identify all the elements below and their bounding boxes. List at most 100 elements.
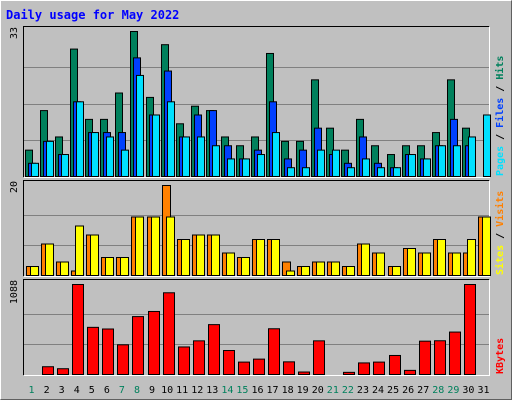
- bars: [42, 284, 476, 376]
- bar-kbytes-day-15: [238, 361, 250, 376]
- bar-pages-day-10: [167, 101, 175, 177]
- bar-sites-day-24: [376, 252, 385, 276]
- bars: [25, 31, 491, 178]
- bar-pages-day-20: [317, 149, 325, 178]
- panel-border-dark: [23, 26, 490, 178]
- x-tick-label-day-9: 9: [149, 385, 155, 396]
- bar-sites-day-5: [90, 234, 99, 276]
- bar-pages-day-26: [408, 154, 416, 177]
- bar-kbytes-day-10: [163, 292, 175, 376]
- x-tick-label-day-12: 12: [191, 385, 203, 396]
- bar-kbytes-day-24: [373, 361, 385, 376]
- bar-kbytes-day-3: [57, 368, 69, 376]
- bar-pages-day-1: [31, 162, 39, 177]
- bar-kbytes-day-20: [313, 340, 325, 376]
- bar-kbytes-day-25: [389, 354, 401, 376]
- bar-pages-day-29: [453, 145, 461, 178]
- bar-pages-day-8: [136, 74, 144, 177]
- panel-kbytes: 1088 KBytes: [9, 279, 506, 376]
- bar-sites-day-19: [301, 266, 310, 276]
- bar-sites-day-17: [271, 239, 280, 276]
- x-tick-label-day-20: 20: [312, 385, 324, 396]
- x-tick-label-day-24: 24: [372, 385, 384, 396]
- x-tick-label-day-31: 31: [477, 385, 489, 396]
- y-axis-max-label: 1088: [9, 280, 20, 304]
- bar-kbytes-day-4: [72, 284, 84, 375]
- bar-sites-day-22: [346, 266, 355, 276]
- bar-sites-day-15: [241, 257, 250, 276]
- bar-pages-day-15: [242, 158, 250, 177]
- bar-pages-day-13: [212, 145, 220, 178]
- x-tick-label-day-28: 28: [432, 385, 444, 396]
- chart-panels: 33 Pages / Files / Hits 20 Sites / Visits 10…: [9, 26, 506, 376]
- bar-kbytes-day-6: [102, 328, 114, 375]
- bar-pages-day-3: [61, 154, 69, 177]
- bar-sites-day-10: [166, 216, 175, 276]
- bar-pages-day-24: [377, 167, 385, 178]
- legend-text: Pages / Files / Hits: [494, 56, 506, 176]
- bar-pages-day-27: [423, 158, 431, 177]
- x-tick-label-day-5: 5: [89, 385, 95, 396]
- panel-border-dark: [23, 180, 490, 277]
- legend-entry: /: [495, 227, 506, 245]
- x-tick-label-day-8: 8: [134, 385, 140, 396]
- bar-pages-day-4: [76, 101, 84, 177]
- bar-sites-day-6: [105, 257, 114, 276]
- bar-pages-day-25: [393, 167, 401, 178]
- bar-sites-day-16: [256, 239, 265, 276]
- bar-sites-day-14: [226, 252, 235, 276]
- bar-kbytes-day-11: [178, 346, 190, 375]
- bar-kbytes-day-12: [193, 340, 205, 376]
- bar-kbytes-day-29: [449, 331, 461, 375]
- bar-kbytes-day-9: [148, 310, 160, 376]
- legend-entry: /: [495, 128, 506, 146]
- bar-pages-day-7: [121, 149, 129, 178]
- bar-pages-day-11: [182, 136, 190, 177]
- x-tick-label-day-17: 17: [267, 385, 279, 396]
- bar-sites-day-8: [135, 216, 144, 276]
- legend-text: Sites / Visits: [494, 191, 506, 275]
- bar-pages-day-21: [332, 149, 340, 178]
- bar-pages-day-5: [91, 132, 99, 177]
- x-tick-label-day-6: 6: [104, 385, 110, 396]
- bar-sites-day-26: [407, 248, 416, 276]
- legend-entry: Sites: [494, 245, 506, 275]
- bar-sites-day-12: [196, 234, 205, 276]
- bar-pages-day-9: [152, 114, 160, 177]
- x-tick-label-day-18: 18: [282, 385, 294, 396]
- x-tick-label-day-15: 15: [236, 385, 248, 396]
- legend-entry: Files: [494, 98, 506, 128]
- bar-kbytes-day-5: [87, 326, 99, 376]
- bar-sites-day-18: [286, 270, 295, 276]
- bar-pages-day-16: [257, 154, 265, 177]
- y-axis-max-label: 20: [9, 181, 20, 193]
- bar-kbytes-day-27: [419, 340, 431, 375]
- x-tick-label-day-21: 21: [327, 385, 339, 396]
- bar-pages-day-31: [483, 114, 491, 177]
- x-tick-label-day-4: 4: [74, 385, 80, 396]
- bar-kbytes-day-19: [298, 371, 310, 375]
- bar-sites-day-31: [482, 216, 491, 276]
- bar-sites-day-9: [151, 216, 160, 276]
- bar-kbytes-day-14: [223, 350, 235, 375]
- bar-pages-day-6: [106, 136, 114, 177]
- x-tick-label-day-25: 25: [387, 385, 399, 396]
- bar-kbytes-day-16: [253, 358, 265, 376]
- bar-sites-day-30: [467, 239, 476, 276]
- bar-sites-day-4: [75, 225, 84, 276]
- legend-text: KBytes: [495, 338, 506, 374]
- bar-sites-day-13: [211, 234, 220, 276]
- chart-title: Daily usage for May 2022: [6, 8, 179, 22]
- bars: [26, 185, 491, 276]
- panel-border-light: [23, 26, 490, 178]
- y-axis-max-label: 33: [9, 27, 20, 39]
- x-axis-labels: 1 2 3 4 5 6 7 8 9 10 11 12 13 14 15 16 17 18 19 20 21 22 23 24 2…: [29, 385, 490, 396]
- bar-pages-day-14: [227, 158, 235, 177]
- bar-pages-day-19: [302, 167, 310, 178]
- panel-border-light: [23, 180, 490, 277]
- bar-sites-day-23: [361, 243, 370, 276]
- x-tick-label-day-1: 1: [29, 385, 35, 396]
- bar-sites-day-7: [120, 257, 129, 276]
